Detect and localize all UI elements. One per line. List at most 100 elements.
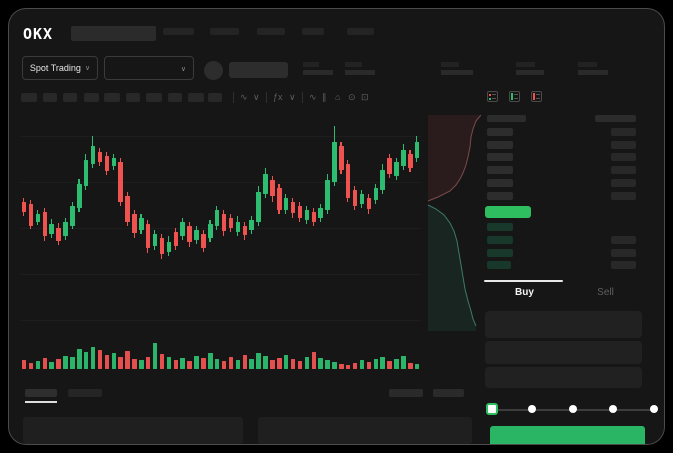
candle — [159, 238, 165, 254]
indicators-icon[interactable]: ƒx — [273, 92, 283, 102]
tab-sell[interactable]: Sell — [597, 286, 614, 298]
bottom-table-placeholder — [23, 417, 243, 444]
stat-value-placeholder — [345, 70, 375, 75]
ask-row[interactable] — [487, 141, 513, 149]
volume-bar — [270, 360, 275, 369]
timeframe-button[interactable] — [126, 93, 140, 102]
candle — [111, 158, 117, 166]
volume-bar — [263, 356, 268, 369]
bottom-table-placeholder — [258, 417, 472, 444]
bottom-action-button[interactable] — [433, 389, 464, 397]
bid-row[interactable] — [487, 223, 513, 231]
ask-row[interactable] — [487, 166, 513, 174]
volume-bar — [256, 353, 261, 369]
candle — [242, 226, 248, 235]
stat-value-placeholder — [441, 70, 473, 75]
nav-item-placeholder[interactable] — [302, 28, 324, 35]
candle — [339, 146, 344, 170]
bottom-tab[interactable] — [25, 389, 57, 397]
volume-bar — [325, 360, 330, 369]
order-form-input[interactable] — [485, 311, 642, 338]
stat-value-placeholder — [303, 70, 333, 75]
volume-histogram — [21, 339, 421, 369]
timeframe-button[interactable] — [84, 93, 99, 102]
order-form-input[interactable] — [485, 367, 642, 388]
bottom-action-button[interactable] — [389, 389, 423, 397]
line — [536, 94, 540, 95]
settings-icon[interactable]: ⊙ — [348, 92, 356, 102]
bid-row[interactable] — [487, 261, 511, 269]
volume-bar — [359, 360, 365, 369]
timeframe-button[interactable] — [63, 93, 77, 102]
candle — [408, 154, 413, 168]
pair-selector-dropdown[interactable]: ∨ — [104, 56, 194, 80]
ask-row[interactable] — [487, 128, 513, 136]
candle — [49, 224, 54, 234]
bid-row[interactable] — [487, 236, 513, 244]
volume-bar — [332, 362, 337, 369]
nav-item-placeholder[interactable] — [210, 28, 239, 35]
volume-bar — [49, 362, 54, 369]
ask-row[interactable] — [487, 179, 513, 187]
timeframe-button[interactable] — [208, 93, 222, 102]
line-tool-icon[interactable]: ∿ — [309, 92, 317, 102]
slider-stop-dot[interactable] — [528, 405, 536, 413]
volume-bar — [35, 361, 41, 369]
order-form-input[interactable] — [485, 341, 642, 364]
volume-bar — [242, 355, 248, 369]
timeframe-button[interactable] — [21, 93, 37, 102]
candle — [366, 198, 372, 209]
side-bar — [533, 93, 535, 100]
timeframe-button[interactable] — [188, 93, 204, 102]
chevron-down-icon[interactable]: ∨ — [289, 92, 296, 102]
bid-dot — [489, 98, 491, 100]
ask-row[interactable] — [487, 192, 513, 200]
ask-row[interactable] — [487, 153, 513, 161]
buy-submit-button[interactable] — [490, 426, 645, 444]
candle — [256, 192, 261, 222]
slider-stop-dot[interactable] — [569, 405, 577, 413]
timeframe-button[interactable] — [104, 93, 120, 102]
candle — [42, 212, 48, 236]
candle — [318, 208, 323, 218]
camera-icon[interactable]: ⌂ — [335, 92, 341, 102]
app-window: OKX Spot Trading ∨ ∨ ∿ ∨ ƒx ∨ ∿ ∥ ⌂ ⊙ ⊡ Buy Sell — [8, 8, 665, 445]
chevron-down-icon[interactable]: ∨ — [253, 92, 260, 102]
book-asks-icon[interactable] — [531, 91, 542, 102]
chart-gridline — [21, 182, 421, 183]
timeframe-button[interactable] — [43, 93, 57, 102]
tab-buy[interactable]: Buy — [515, 286, 534, 298]
nav-item-placeholder[interactable] — [257, 28, 285, 35]
bottom-tab[interactable] — [68, 389, 102, 397]
ask-amount — [611, 166, 636, 174]
timeframe-button[interactable] — [146, 93, 162, 102]
nav-item-placeholder[interactable] — [163, 28, 194, 35]
slider-stop-dot[interactable] — [650, 405, 658, 413]
fullscreen-icon[interactable]: ⊡ — [361, 92, 369, 102]
candle — [104, 156, 110, 171]
amount-slider-handle[interactable] — [486, 403, 498, 415]
nav-item-placeholder[interactable] — [347, 28, 374, 35]
volume-bar — [118, 357, 123, 369]
volume-bar — [366, 362, 372, 369]
volume-bar — [166, 357, 172, 369]
bid-amount — [611, 249, 636, 257]
candle — [235, 222, 241, 232]
candle — [132, 214, 137, 233]
candle-style-icon[interactable]: ∿ — [240, 92, 248, 102]
book-bids-icon[interactable] — [509, 91, 520, 102]
active-tab-indicator — [484, 280, 563, 282]
stat-value-placeholder — [578, 70, 608, 75]
ask-amount — [611, 153, 636, 161]
book-split-icon[interactable] — [487, 91, 498, 102]
volume-bar — [97, 350, 103, 369]
bid-row[interactable] — [487, 249, 513, 257]
timeframe-button[interactable] — [168, 93, 182, 102]
candlestick-chart[interactable] — [21, 114, 421, 334]
candle — [118, 162, 123, 202]
bid-amount — [611, 261, 636, 269]
slider-stop-dot[interactable] — [609, 405, 617, 413]
market-type-dropdown[interactable]: Spot Trading ∨ — [22, 56, 98, 80]
volume-bar — [414, 364, 420, 369]
draw-tools-icon[interactable]: ∥ — [322, 92, 327, 102]
